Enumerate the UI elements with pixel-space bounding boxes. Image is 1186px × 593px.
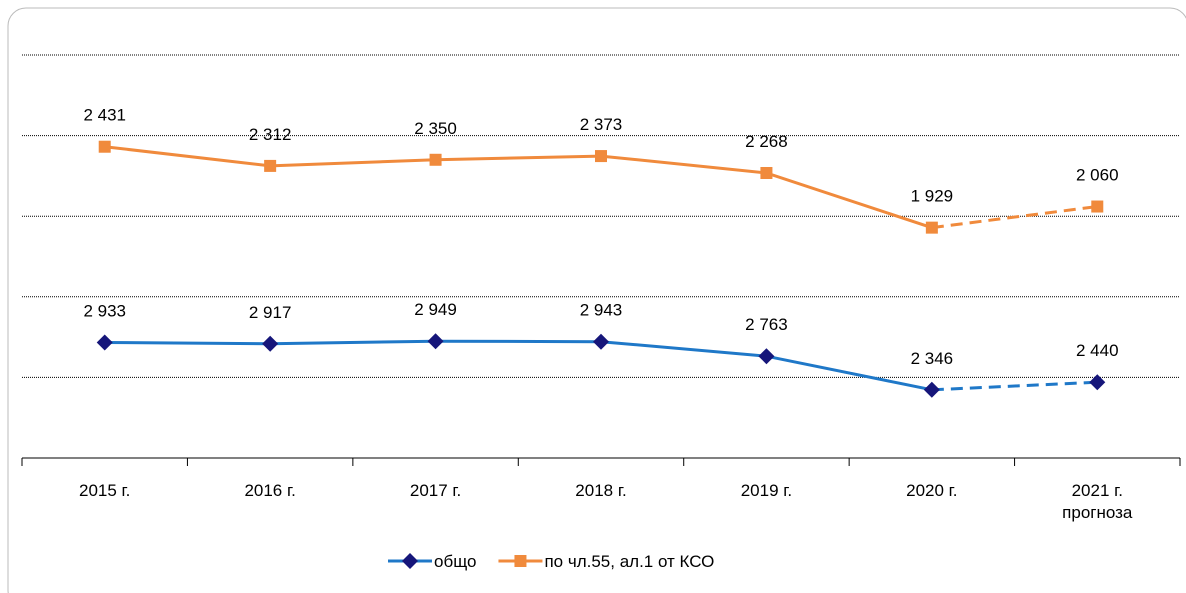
x-tick-label: 2015 г. [79,481,131,500]
frame [7,7,1186,593]
marker [262,335,279,352]
marker [429,153,442,166]
data-label: 2 440 [1076,341,1119,360]
data-label: 2 933 [83,302,126,321]
marker [98,140,111,153]
data-label: 2 763 [745,315,788,334]
marker [1091,200,1104,213]
marker [593,333,609,350]
data-label: 1 929 [911,187,954,206]
x-tick-label: 2018 г. [575,481,627,500]
data-label: 2 949 [414,300,457,319]
data-label: 2 268 [745,132,788,151]
x-tick-label: 2016 г. [244,481,296,500]
x-tick-label: 2020 г. [906,481,958,500]
marker [923,381,940,398]
legend-marker [402,553,418,569]
data-label: 2 350 [414,119,457,138]
data-label: 2 346 [911,349,954,368]
data-label: 2 373 [580,115,623,134]
data-label: 2 312 [249,125,292,144]
marker [595,150,607,163]
x-tick-label: 2017 г. [409,481,462,500]
marker [758,348,775,365]
marker [760,166,773,179]
data-label: 2 917 [249,303,292,322]
data-label: 2 943 [580,301,623,320]
data-label: 2 060 [1076,166,1119,185]
legend-label: по чл.55, ал.1 от КСО [544,552,714,571]
marker [427,333,444,350]
marker [925,221,938,234]
series-line [931,205,1098,230]
marker [264,159,277,172]
x-tick-label: 2021 г. прогноза [1062,481,1133,522]
marker [1089,374,1106,391]
legend-marker [514,555,527,567]
data-label: 2 431 [83,106,126,125]
marker [96,334,113,351]
series-line [104,145,933,230]
x-tick-label: 2019 г. [740,481,793,500]
legend-label: общо [434,552,476,571]
series-line [931,380,1098,392]
series-line [104,339,933,392]
